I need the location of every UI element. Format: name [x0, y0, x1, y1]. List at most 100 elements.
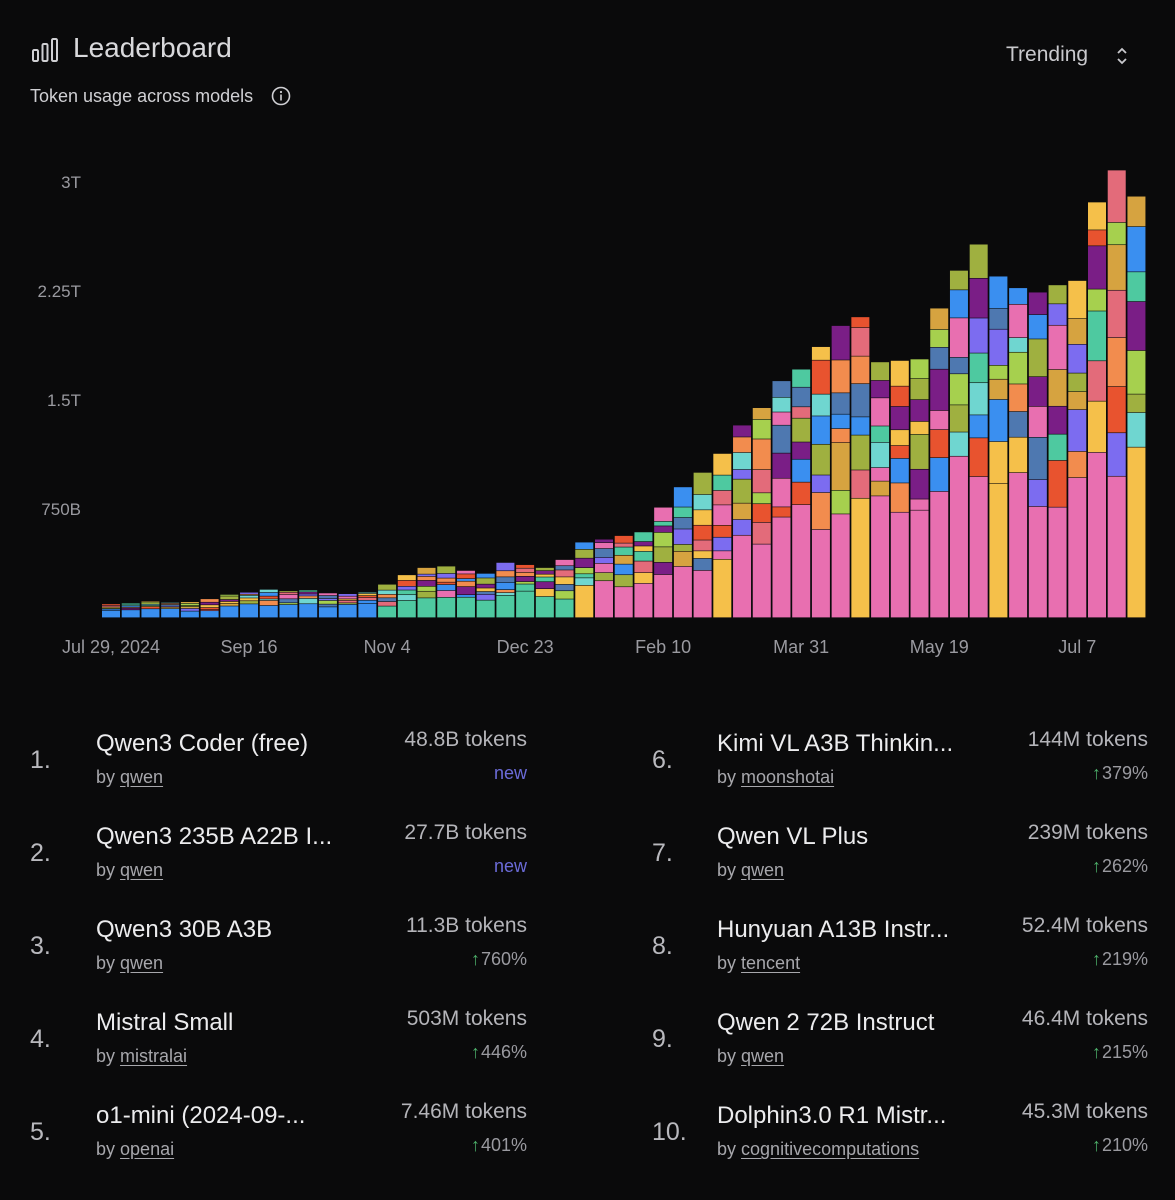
leaderboard-entry-6[interactable]: 6. Kimi VL A3B Thinkin... by moonshotai …: [620, 728, 1175, 808]
leaderboard-entry-4[interactable]: 4. Mistral Small by mistralai 503M token…: [0, 1007, 560, 1087]
chart-bar[interactable]: [1009, 288, 1028, 618]
chart-bar[interactable]: [1068, 280, 1087, 618]
bar-segment: [279, 603, 298, 605]
chart-bar[interactable]: [713, 453, 732, 618]
chart-bar[interactable]: [121, 603, 140, 618]
leaderboard-entry-7[interactable]: 7. Qwen VL Plus by qwen 239M tokens ↑262…: [620, 821, 1175, 901]
chart-bar[interactable]: [772, 381, 791, 618]
entry-rank: 7.: [652, 839, 673, 867]
chart-bar[interactable]: [200, 599, 219, 618]
chart-bar[interactable]: [456, 570, 475, 618]
chart-bar[interactable]: [811, 346, 830, 618]
chart-bar[interactable]: [831, 325, 850, 618]
author-link[interactable]: tencent: [741, 953, 801, 973]
chart-bar[interactable]: [240, 592, 259, 618]
chart-bar[interactable]: [989, 276, 1008, 618]
author-link[interactable]: mistralai: [120, 1046, 188, 1066]
chart-bar[interactable]: [535, 567, 554, 618]
chart-bar[interactable]: [654, 507, 673, 618]
chart-bar[interactable]: [890, 360, 909, 618]
chart-bar[interactable]: [417, 567, 436, 618]
leaderboard-entry-2[interactable]: 2. Qwen3 235B A22B I... by qwen 27.7B to…: [0, 821, 560, 901]
author-link[interactable]: qwen: [741, 860, 785, 880]
chart-bar[interactable]: [949, 270, 968, 618]
bar-segment: [811, 346, 830, 360]
author-link[interactable]: cognitivecomputations: [741, 1139, 920, 1159]
chart-bar[interactable]: [437, 566, 456, 618]
chart-bar[interactable]: [555, 559, 574, 618]
chart-bar[interactable]: [476, 573, 495, 618]
chart-bar[interactable]: [752, 407, 771, 618]
author-link[interactable]: qwen: [120, 953, 164, 973]
chart-bar[interactable]: [575, 542, 594, 618]
model-name[interactable]: Qwen3 30B A3B: [96, 916, 273, 943]
model-name[interactable]: Kimi VL A3B Thinkin...: [717, 730, 954, 757]
model-name[interactable]: Dolphin3.0 R1 Mistr...: [717, 1102, 947, 1129]
model-name[interactable]: Qwen VL Plus: [717, 823, 869, 850]
chart-bar[interactable]: [259, 589, 278, 618]
chart-bar[interactable]: [358, 592, 377, 618]
chart-bar[interactable]: [930, 308, 949, 618]
chart-bar[interactable]: [871, 362, 890, 618]
chart-bar[interactable]: [792, 369, 811, 618]
chart-bar[interactable]: [673, 487, 692, 618]
chart-bar[interactable]: [693, 472, 712, 618]
chart-bar[interactable]: [969, 244, 988, 618]
leaderboard-entry-9[interactable]: 9. Qwen 2 72B Instruct by qwen 46.4M tok…: [620, 1007, 1175, 1087]
model-name[interactable]: Qwen 2 72B Instruct: [717, 1009, 935, 1036]
chart-bar[interactable]: [1028, 292, 1047, 618]
bar-segment: [949, 270, 968, 290]
author-link[interactable]: qwen: [120, 860, 164, 880]
info-icon[interactable]: [271, 86, 291, 106]
model-name[interactable]: Qwen3 235B A22B I...: [96, 823, 333, 850]
author-link[interactable]: openai: [120, 1139, 175, 1159]
bar-segment: [161, 604, 180, 606]
bar-segment: [713, 537, 732, 551]
bar-segment: [851, 470, 870, 498]
leaderboard-entry-5[interactable]: 5. o1-mini (2024-09-... by openai 7.46M …: [0, 1100, 560, 1180]
model-name[interactable]: Qwen3 Coder (free): [96, 730, 309, 757]
chart-bar[interactable]: [141, 601, 160, 618]
chart-bar[interactable]: [338, 594, 357, 618]
leaderboard-entry-1[interactable]: 1. Qwen3 Coder (free) by qwen 48.8B toke…: [0, 728, 560, 808]
bar-segment: [1009, 437, 1028, 473]
bar-segment: [772, 507, 791, 517]
leaderboard-entry-8[interactable]: 8. Hunyuan A13B Instr... by tencent 52.4…: [620, 914, 1175, 994]
chart-bar[interactable]: [378, 584, 397, 618]
author-link[interactable]: moonshotai: [741, 767, 835, 787]
chart-bar[interactable]: [220, 594, 239, 618]
chart-bar[interactable]: [496, 562, 515, 618]
bar-segment: [654, 547, 673, 563]
leaderboard-entry-3[interactable]: 3. Qwen3 30B A3B by qwen 11.3B tokens ↑7…: [0, 914, 560, 994]
chart-bar[interactable]: [516, 564, 535, 618]
chart-bar[interactable]: [318, 593, 337, 618]
leaderboard-entry-10[interactable]: 10. Dolphin3.0 R1 Mistr... by cognitivec…: [620, 1100, 1175, 1180]
chart-bar[interactable]: [1127, 196, 1146, 618]
chart-bar[interactable]: [733, 425, 752, 618]
sort-dropdown[interactable]: Trending: [1006, 43, 1089, 66]
chart-bar[interactable]: [279, 591, 298, 618]
model-name[interactable]: Mistral Small: [96, 1009, 234, 1036]
bar-segment: [476, 573, 495, 578]
chart-bar[interactable]: [910, 359, 929, 618]
chart-bar[interactable]: [851, 317, 870, 618]
chart-bar[interactable]: [397, 575, 416, 618]
chevron-up-down-icon[interactable]: [1115, 45, 1129, 67]
bar-segment: [1107, 386, 1126, 433]
chart-bar[interactable]: [102, 604, 120, 618]
model-name[interactable]: Hunyuan A13B Instr...: [717, 916, 950, 943]
chart-bar[interactable]: [595, 539, 613, 618]
chart-bar[interactable]: [1107, 170, 1126, 618]
chart-bar[interactable]: [1048, 285, 1067, 618]
by-label: by: [717, 860, 737, 880]
model-name[interactable]: o1-mini (2024-09-...: [96, 1102, 306, 1129]
chart-bar[interactable]: [614, 535, 633, 618]
author-link[interactable]: qwen: [120, 767, 164, 787]
chart-bar[interactable]: [1088, 202, 1106, 618]
author-link[interactable]: qwen: [741, 1046, 785, 1066]
chart-bar[interactable]: [299, 590, 318, 618]
chart-bar[interactable]: [161, 602, 180, 618]
chart-bar[interactable]: [180, 602, 199, 618]
token-count: 52.4M tokens: [1021, 914, 1148, 937]
chart-bar[interactable]: [634, 532, 653, 618]
